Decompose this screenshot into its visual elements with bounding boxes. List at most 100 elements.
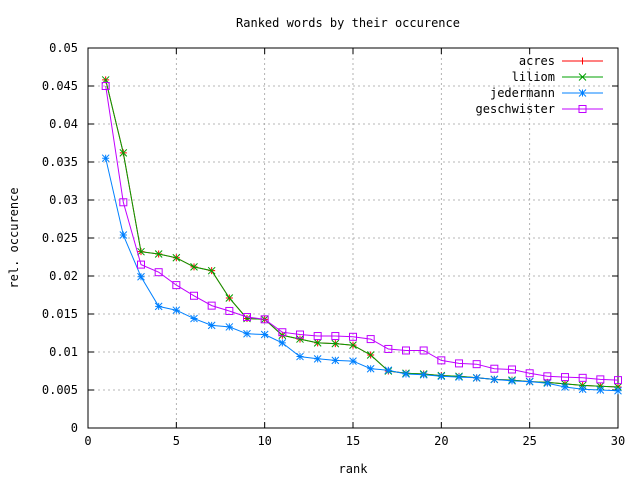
data-point [490,375,499,384]
y-axis-label: rel. occurence [7,187,21,288]
series-acres [102,76,622,391]
legend-label: jedermann [490,86,555,100]
y-tick-label: 0 [71,421,78,435]
data-point [137,272,145,281]
data-point [561,373,569,382]
legend: acres liliom jedermann geschwister [476,54,603,116]
data-point [614,386,622,395]
data-point [207,321,216,330]
data-point [154,268,163,277]
legend-item-liliom: liliom [512,70,603,84]
data-point [419,346,428,355]
data-point [154,302,163,311]
data-point [579,57,586,65]
data-point [119,149,128,157]
data-point [331,332,340,341]
data-point [225,306,234,315]
data-point [313,354,322,363]
legend-item-geschwister: geschwister [476,102,603,116]
data-point [137,247,145,256]
data-point [119,231,128,239]
chart-title: Ranked words by their occurence [236,16,460,30]
data-point [154,250,163,258]
x-axis-label: rank [339,462,369,476]
data-point [366,351,375,359]
data-point [278,328,287,337]
data-point [225,323,234,331]
data-point [137,260,145,269]
data-point [437,372,446,381]
data-point [331,356,340,365]
data-point [331,339,340,348]
series-geschwister [101,82,622,385]
data-point [508,377,516,385]
data-point [578,105,587,113]
y-tick-label: 0.035 [42,155,78,169]
legend-label: acres [519,54,555,68]
data-point [296,352,304,361]
y-tick-label: 0.02 [49,269,78,283]
data-point [596,375,605,384]
series-line [105,79,619,388]
data-point [260,330,269,339]
legend-label: liliom [512,70,555,84]
data-point [101,154,110,163]
data-point [207,301,216,310]
data-point [366,364,375,373]
data-point [578,381,587,390]
series-line [105,79,619,388]
data-point [578,89,587,97]
x-tick-label: 10 [257,434,271,448]
legend-item-acres: acres [519,54,603,68]
data-point [490,364,499,373]
data-point [402,346,410,355]
series-line [105,158,619,392]
data-point [402,370,410,378]
data-point [349,357,357,365]
data-point [419,370,428,379]
data-point [119,198,128,207]
data-point [190,314,198,323]
data-point [296,330,304,339]
data-point [260,315,269,324]
data-point [207,266,216,275]
x-tick-label: 20 [434,434,448,448]
data-point [349,341,357,350]
data-point [472,373,481,382]
data-point [455,373,463,381]
series-layer [101,76,622,395]
series-line [105,85,619,381]
data-point [561,383,569,391]
legend-item-jedermann: jedermann [490,86,603,100]
data-point [508,365,516,374]
data-point [190,263,198,271]
data-point [525,369,534,378]
data-point [313,332,322,341]
grid [88,48,618,428]
x-tick-label: 25 [522,434,536,448]
data-point [296,335,304,343]
x-tick-label: 15 [346,434,360,448]
data-point [384,344,393,353]
data-point [472,360,481,369]
ticks: 0 5 10 15 20 25 30 0 0.005 0.01 0.015 0.02 0.025 0.03… [42,41,625,448]
data-point [225,294,234,302]
x-tick-label: 0 [84,434,91,448]
y-tick-label: 0.05 [49,41,78,55]
y-tick-label: 0.015 [42,307,78,321]
data-point [543,379,552,388]
data-point [349,332,357,341]
legend-label: geschwister [476,102,555,116]
data-point [614,383,622,391]
data-point [101,82,110,90]
data-point [578,385,587,394]
y-tick-label: 0.005 [42,383,78,397]
data-point [614,376,622,385]
y-tick-label: 0.03 [49,193,78,207]
data-point [525,377,534,386]
data-point [437,356,446,365]
data-point [190,291,198,300]
data-point [243,313,251,322]
x-tick-label: 30 [611,434,625,448]
